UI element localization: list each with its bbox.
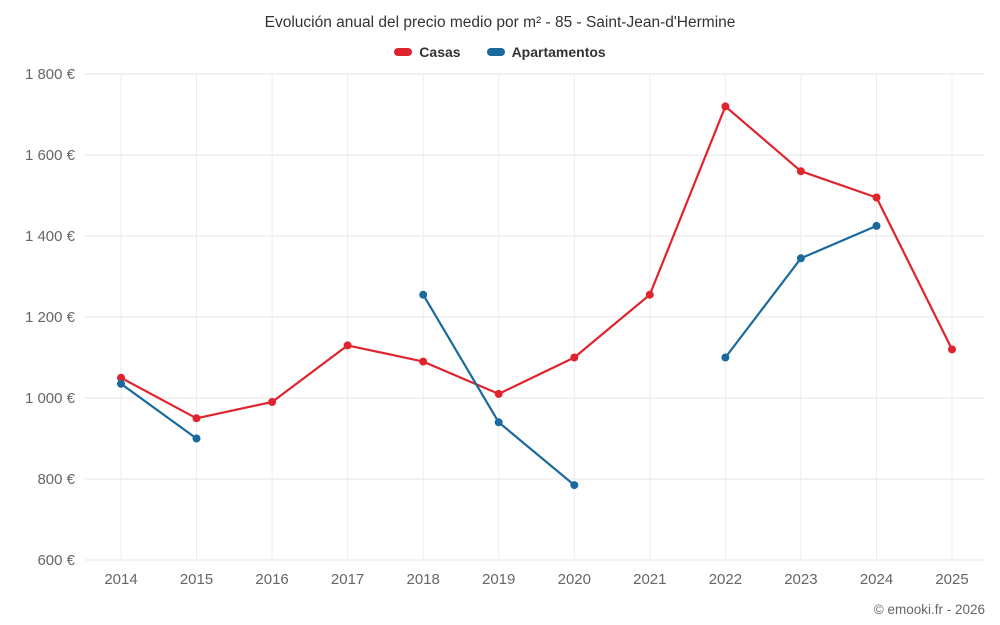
data-point-casas-2025 [948,345,956,354]
legend-item-apartamentos[interactable]: Apartamentos [486,44,606,60]
data-point-casas-2017 [343,341,352,350]
x-tick-label: 2017 [331,571,364,588]
x-tick-label: 2022 [709,571,742,588]
x-tick-label: 2024 [860,571,893,588]
data-point-casas-2023 [796,167,805,176]
data-point-apartamentos-2018 [419,290,428,299]
data-point-casas-2015 [192,414,201,423]
data-point-casas-2020 [570,353,579,362]
data-point-apartamentos-2024 [872,221,881,230]
data-point-apartamentos-2019 [494,418,503,427]
data-point-casas-2024 [872,193,881,202]
y-tick-label: 1 400 € [25,228,76,245]
data-point-casas-2021 [645,290,654,299]
chart-title: Evolución anual del precio medio por m² … [264,14,736,31]
y-tick-label: 1 600 € [25,147,76,164]
data-point-apartamentos-2023 [796,254,805,263]
x-tick-label: 2016 [255,571,288,588]
casas-legend-label: Casas [419,44,461,60]
x-tick-label: 2018 [407,571,440,588]
y-tick-label: 600 € [37,552,75,569]
data-point-casas-2016 [268,398,277,406]
apartamentos-legend-label: Apartamentos [511,44,606,60]
legend-item-casas[interactable]: Casas [394,44,461,60]
x-tick-label: 2025 [935,571,968,588]
x-tick-label: 2019 [482,571,515,588]
x-tick-label: 2014 [104,571,137,588]
data-point-casas-2014 [117,373,125,382]
series-line-casas [119,105,954,420]
credit-text: © emooki.fr - 2026 [873,602,985,617]
x-tick-label: 2020 [558,571,591,588]
legend: Casas Apartamentos [0,44,1000,60]
y-tick-label: 1 800 € [25,66,76,83]
data-point-apartamentos-2022 [721,353,730,362]
data-point-apartamentos-2015 [192,434,201,443]
y-tick-label: 800 € [37,471,75,488]
x-tick-label: 2015 [180,571,213,588]
data-point-casas-2019 [494,389,503,398]
casas-legend-marker [394,48,413,56]
y-tick-label: 1 000 € [25,390,76,407]
data-point-casas-2022 [721,102,730,111]
x-tick-label: 2021 [633,571,666,588]
data-point-casas-2018 [419,357,428,366]
x-tick-label: 2023 [784,571,817,588]
y-tick-label: 1 200 € [25,309,76,326]
apartamentos-legend-marker [486,48,505,56]
data-point-apartamentos-2020 [570,481,579,490]
data-point-apartamentos-2014 [117,379,125,388]
